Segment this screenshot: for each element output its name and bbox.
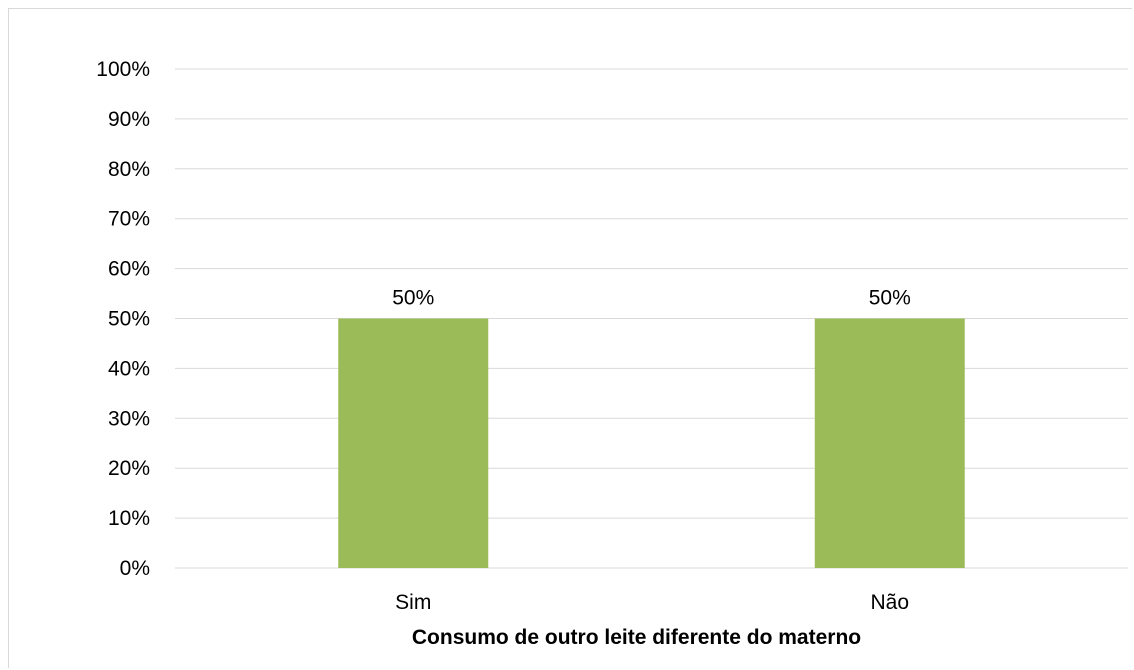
y-axis-tick-labels: 0% 10% 20% 30% 40% 50% 60% 70% 80% 90% 100% <box>96 58 150 580</box>
y-tick-label: 100% <box>96 58 150 81</box>
y-tick-label: 0% <box>120 557 150 580</box>
data-label: 50% <box>392 287 434 310</box>
x-tick-label: Sim <box>395 591 431 614</box>
x-axis-title: Consumo de outro leite diferente do mate… <box>412 626 861 649</box>
bar-sim <box>338 318 489 568</box>
data-labels: 50% 50% <box>392 287 911 310</box>
y-tick-label: 70% <box>108 208 150 231</box>
y-tick-label: 90% <box>108 108 150 131</box>
x-tick-label: Não <box>870 591 909 614</box>
x-axis-tick-labels: Sim Não <box>395 591 909 614</box>
bar-nao <box>814 318 965 568</box>
y-tick-label: 40% <box>108 357 150 380</box>
bars <box>338 318 965 568</box>
y-tick-label: 10% <box>108 507 150 530</box>
data-label: 50% <box>869 287 911 310</box>
y-tick-label: 50% <box>108 308 150 331</box>
y-tick-label: 20% <box>108 457 150 480</box>
y-tick-label: 60% <box>108 258 150 281</box>
gridlines <box>175 68 1128 569</box>
y-tick-label: 80% <box>108 158 150 181</box>
y-tick-label: 30% <box>108 407 150 430</box>
